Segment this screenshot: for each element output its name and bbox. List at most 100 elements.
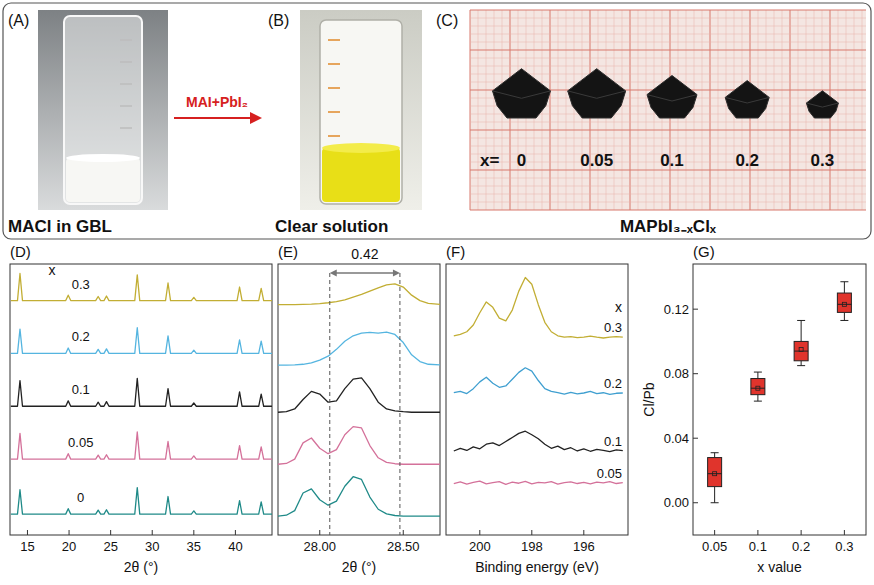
arrow xyxy=(174,117,252,119)
axis-title: Binding energy (eV) xyxy=(475,559,599,575)
tick xyxy=(110,530,111,535)
tick xyxy=(531,530,532,535)
graph-paper xyxy=(566,10,567,210)
axis-title: 2θ (°) xyxy=(342,559,376,575)
series-label: 0.05 xyxy=(597,466,622,481)
series-line xyxy=(278,284,440,305)
graph-paper xyxy=(470,146,866,147)
tick-label: 0.05 xyxy=(702,539,727,554)
box-group xyxy=(708,282,852,503)
graduation xyxy=(120,39,132,41)
series-label: 0.2 xyxy=(72,329,90,344)
arrow-head xyxy=(330,270,337,277)
graph-paper xyxy=(574,10,575,210)
crystal-label: 0 xyxy=(517,151,526,170)
graph-paper xyxy=(694,10,695,210)
panel-letter: (C) xyxy=(436,12,458,29)
graph-paper xyxy=(854,10,855,210)
crystal xyxy=(647,76,697,119)
graph-paper xyxy=(838,10,839,210)
graduation xyxy=(328,111,340,113)
tick-label: 35 xyxy=(187,539,201,554)
dashed-line xyxy=(399,273,400,535)
whisker xyxy=(757,372,758,378)
crystal-facet xyxy=(725,97,769,103)
graph-paper xyxy=(718,10,719,210)
tick-label: 0.08 xyxy=(664,366,689,381)
crystal-label: 0.2 xyxy=(735,151,759,170)
tick xyxy=(403,530,404,535)
plot-frame xyxy=(10,264,272,535)
graph-paper xyxy=(470,66,866,67)
tick xyxy=(693,438,698,439)
graduation xyxy=(328,87,340,89)
graph-paper xyxy=(494,10,495,210)
tick-label: 30 xyxy=(145,539,159,554)
tick xyxy=(319,530,320,535)
axis-title: Cl/Pb xyxy=(641,382,657,416)
axis-title: x value xyxy=(757,559,802,575)
crystal-label: 0.1 xyxy=(660,151,684,170)
dashed-line xyxy=(329,273,330,535)
tick-label: 0.12 xyxy=(664,302,689,317)
meniscus xyxy=(322,143,400,153)
graph-paper xyxy=(470,10,866,11)
graph-paper xyxy=(622,10,623,210)
series-line xyxy=(278,477,440,516)
tick-label: 196 xyxy=(573,539,595,554)
series-line xyxy=(11,378,272,406)
panel-letter: (E) xyxy=(278,243,298,260)
tick-label: 0.00 xyxy=(664,495,689,510)
graph-paper xyxy=(470,42,866,43)
tick-label: 0.2 xyxy=(792,539,810,554)
crystal-label: 0.05 xyxy=(580,151,613,170)
graph-paper xyxy=(782,10,783,210)
panel-letter: (B) xyxy=(268,12,289,29)
series-line xyxy=(11,432,272,459)
graduation xyxy=(120,105,132,107)
graph-paper xyxy=(766,10,767,210)
plot-frame xyxy=(693,264,866,535)
panel-letter: (A) xyxy=(8,12,29,29)
graph-paper xyxy=(806,10,807,210)
tick-label: 20 xyxy=(62,539,76,554)
graph-paper xyxy=(470,34,866,35)
series-group xyxy=(11,273,272,514)
graph-paper xyxy=(710,10,711,210)
tick-label: 0.3 xyxy=(835,539,853,554)
series-line xyxy=(278,427,440,465)
mean xyxy=(799,347,803,351)
tick xyxy=(693,309,698,310)
tick-label: 25 xyxy=(103,539,117,554)
whisker-cap xyxy=(711,452,719,453)
series-line xyxy=(454,481,623,484)
tick xyxy=(583,530,584,535)
vial xyxy=(320,20,402,204)
shift-arrow xyxy=(335,272,395,274)
series-line xyxy=(454,278,623,338)
caption: MAPbI₃₋ₓClₓ xyxy=(620,217,717,236)
crystal xyxy=(568,69,626,118)
median xyxy=(837,304,851,305)
graph-paper xyxy=(470,186,866,187)
graph-paper xyxy=(470,202,866,203)
graph-paper xyxy=(550,10,551,210)
tick-label: 198 xyxy=(521,539,543,554)
crystal-facet xyxy=(806,103,838,107)
mean xyxy=(756,386,760,390)
axis-title: 2θ (°) xyxy=(124,559,158,575)
whisker-cap xyxy=(840,320,848,321)
tick xyxy=(757,530,758,535)
top-frame xyxy=(3,3,871,239)
whisker xyxy=(757,395,758,401)
photo xyxy=(470,10,866,210)
graph-paper xyxy=(470,194,866,195)
whisker xyxy=(844,312,845,320)
photo xyxy=(300,10,422,210)
crystal xyxy=(806,91,838,118)
tick xyxy=(69,530,70,535)
series-line xyxy=(11,488,272,515)
vial xyxy=(64,16,142,204)
panel-letter: (G) xyxy=(693,243,715,260)
graph-paper xyxy=(726,10,727,210)
